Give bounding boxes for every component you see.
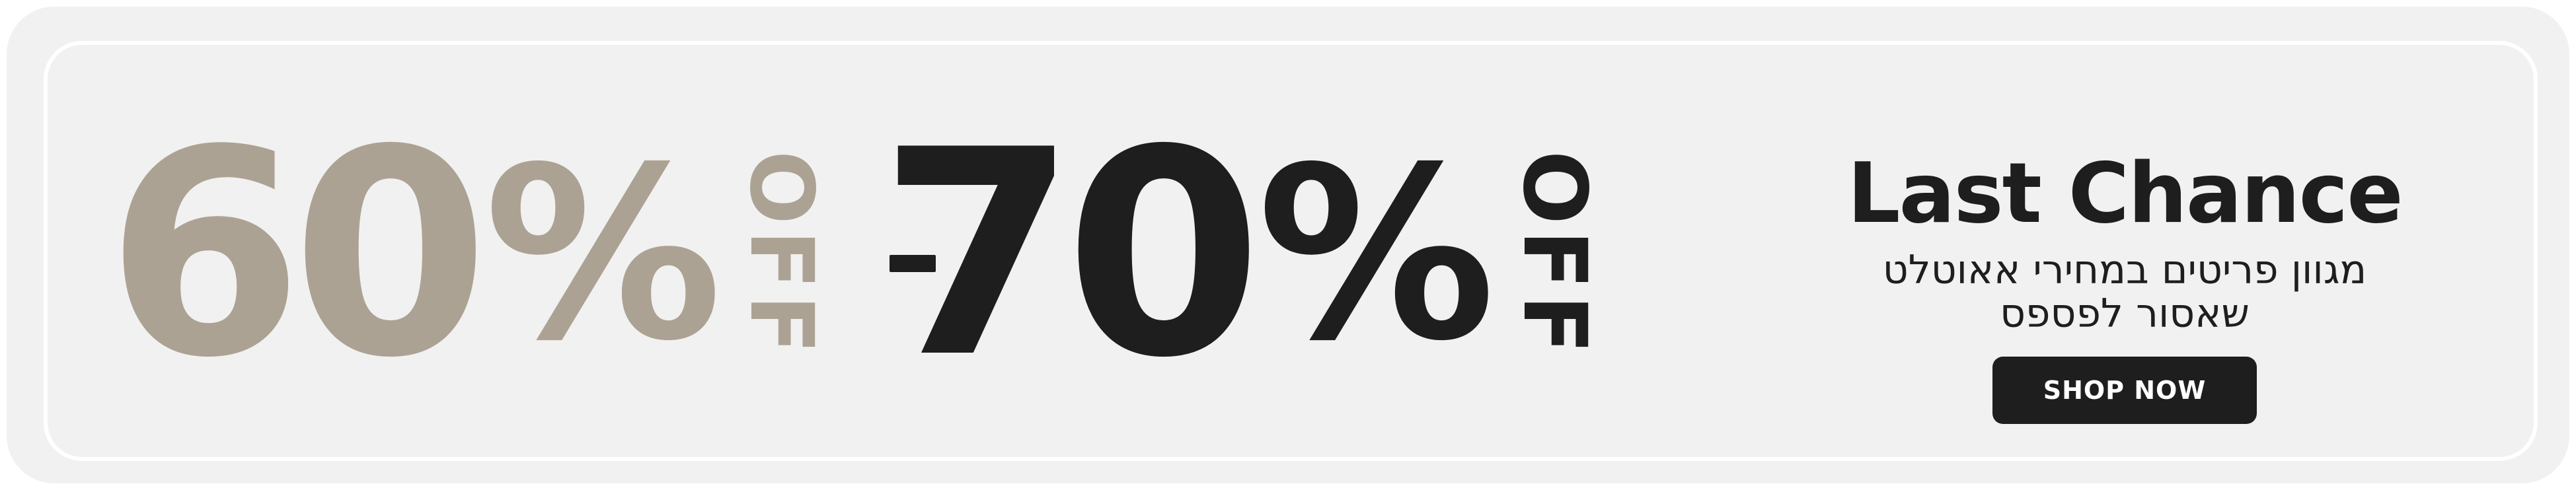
- range-separator: [890, 255, 936, 272]
- headline: Last Chance: [1847, 145, 2403, 242]
- discount-70-number: 70: [879, 90, 1262, 420]
- promo-banner: 60 % OFF 70 % OFF Last Chance מגוון פריט…: [7, 7, 2569, 483]
- discount-60-number: 60: [106, 90, 489, 420]
- discount-70-off-text: OFF: [1503, 150, 1606, 360]
- inner-frame: [44, 41, 2538, 461]
- hebrew-subtitle: מגוון פריטים במחירי אאוטלט שאסור לפספס: [1882, 247, 2367, 337]
- discount-70: 70 % OFF: [879, 113, 1698, 397]
- discount-70-off-label: OFF: [1503, 146, 1606, 364]
- discount-60-off-text: OFF: [730, 150, 833, 360]
- right-column: Last Chance מגוון פריטים במחירי אאוטלט ש…: [1817, 152, 2432, 424]
- discount-70-percent-sign: %: [1257, 116, 1496, 393]
- discount-60-off-label: OFF: [730, 146, 833, 364]
- discount-60: 60 % OFF: [106, 113, 872, 397]
- shop-now-button[interactable]: SHOP NOW: [1992, 357, 2257, 424]
- discount-60-percent-sign: %: [484, 116, 723, 393]
